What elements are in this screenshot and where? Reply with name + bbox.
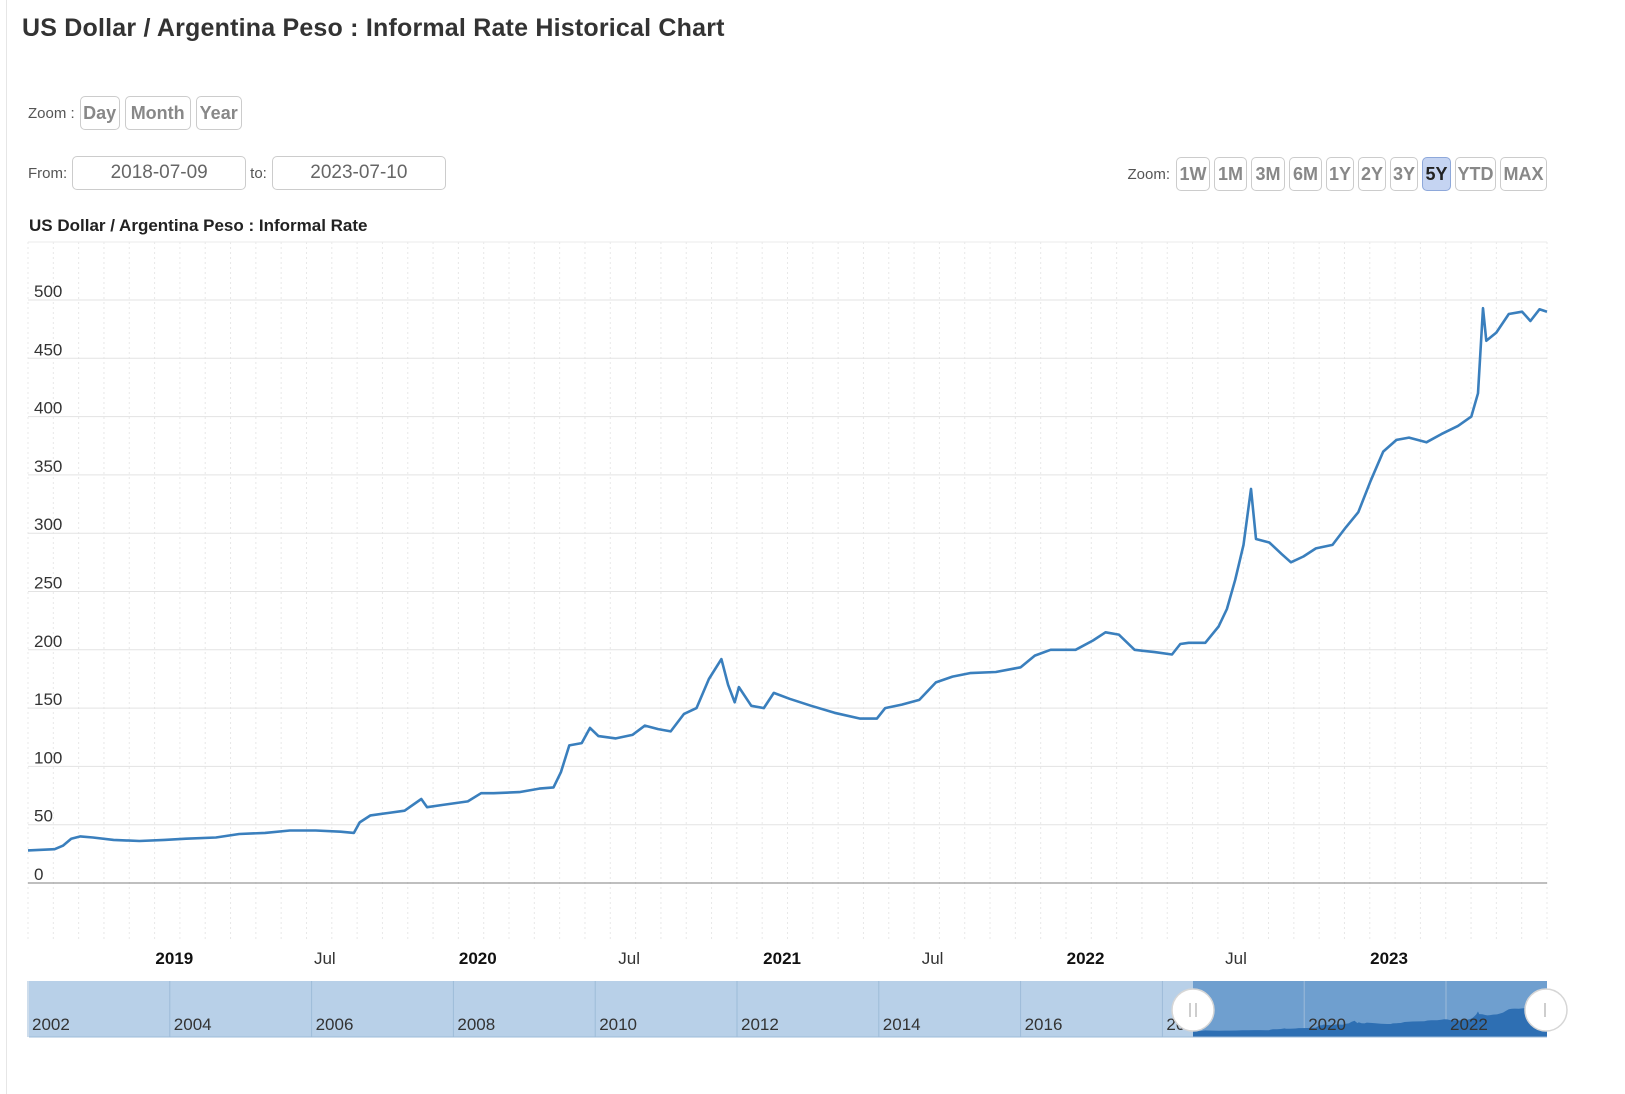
navigator-label: 2022: [1450, 1015, 1488, 1034]
navigator-label: 2010: [599, 1015, 637, 1034]
left-border: [6, 0, 7, 1094]
zoom-day-button[interactable]: Day: [79, 96, 120, 130]
handle-knob: [1524, 988, 1568, 1032]
unit-zoom-label: Zoom :: [28, 104, 75, 122]
y-tick-label: 250: [34, 574, 62, 593]
y-tick-label: 350: [34, 457, 62, 476]
x-tick-label: Jul: [922, 949, 944, 968]
zoom-3y-button[interactable]: 3Y: [1390, 157, 1418, 191]
navigator-label: 2008: [457, 1015, 495, 1034]
zoom-6m-button[interactable]: 6M: [1289, 157, 1322, 191]
navigator-label: 2006: [316, 1015, 354, 1034]
x-tick-label: Jul: [1225, 949, 1247, 968]
x-tick-label: Jul: [618, 949, 640, 968]
chart-title: US Dollar / Argentina Peso : Informal Ra…: [29, 216, 368, 235]
zoom-year-button[interactable]: Year: [195, 96, 242, 130]
horizontal-grid: [28, 241, 1547, 884]
navigator-label: 2004: [174, 1015, 212, 1034]
y-tick-label: 500: [34, 282, 62, 301]
from-date-input[interactable]: 2018-07-09: [72, 156, 247, 190]
to-date-input[interactable]: 2023-07-10: [271, 156, 446, 190]
from-label: From:: [28, 164, 68, 182]
x-tick-label: 2019: [155, 949, 193, 968]
navigator-label: 2020: [1308, 1015, 1346, 1034]
period-zoom-label: Zoom:: [1127, 165, 1170, 183]
zoom-max-button[interactable]: MAX: [1500, 157, 1547, 191]
zoom-2y-button[interactable]: 2Y: [1358, 157, 1386, 191]
y-tick-label: 200: [34, 632, 62, 651]
period-zoom-group: Zoom: 1W 1M 3M 6M 1Y 2Y 3Y 5Y YTD MAX: [1127, 157, 1547, 191]
series-line: [27, 306, 1548, 852]
right-grip-handle-icon: [1524, 988, 1568, 1032]
page-title: US Dollar / Argentina Peso : Informal Ra…: [22, 14, 725, 42]
y-tick-label: 450: [34, 340, 62, 359]
zoom-ytd-button[interactable]: YTD: [1455, 157, 1496, 191]
y-tick-label: 50: [34, 807, 53, 826]
navigator-area: [1193, 1001, 1547, 1037]
zoom-3m-button[interactable]: 3M: [1251, 157, 1285, 191]
y-tick-label: 300: [34, 515, 62, 534]
navigator-label: 2014: [883, 1015, 921, 1034]
y-tick-label: 0: [34, 865, 43, 884]
x-tick-label: Jul: [314, 949, 336, 968]
y-axis: 0 50 100 150 200 250 300 350 400 450 500: [34, 282, 62, 884]
zoom-month-button[interactable]: Month: [124, 96, 191, 130]
y-tick-label: 150: [34, 690, 62, 709]
y-tick-label: 100: [34, 748, 62, 767]
x-axis: 2019 Jul 2020 Jul 2021 Jul 2022 Jul 2023: [155, 949, 1408, 968]
date-range-selector: From: 2018-07-09 to: 2023-07-10: [28, 156, 446, 190]
to-label: to:: [250, 164, 267, 182]
x-tick-label: 2022: [1067, 949, 1105, 968]
navigator[interactable]: 2002 2004 2006 2008 2010 2012 2014 2016 20 2020 20…: [27, 981, 1568, 1038]
zoom-1y-button[interactable]: 1Y: [1326, 157, 1354, 191]
x-tick-label: 2020: [459, 949, 497, 968]
left-grip-handle-icon: [1171, 988, 1215, 1032]
handle-knob: [1171, 988, 1215, 1032]
navigator-label: 2012: [741, 1015, 779, 1034]
navigator-label: 2016: [1025, 1015, 1063, 1034]
y-tick-label: 400: [34, 399, 62, 418]
zoom-1w-button[interactable]: 1W: [1176, 157, 1210, 191]
zoom-1m-button[interactable]: 1M: [1214, 157, 1247, 191]
navigator-label: 2002: [32, 1015, 70, 1034]
x-tick-label: 2021: [763, 949, 801, 968]
zoom-5y-button[interactable]: 5Y: [1422, 157, 1451, 191]
x-tick-label: 2023: [1370, 949, 1408, 968]
unit-zoom-group: Zoom : Day Month Year: [28, 96, 242, 130]
